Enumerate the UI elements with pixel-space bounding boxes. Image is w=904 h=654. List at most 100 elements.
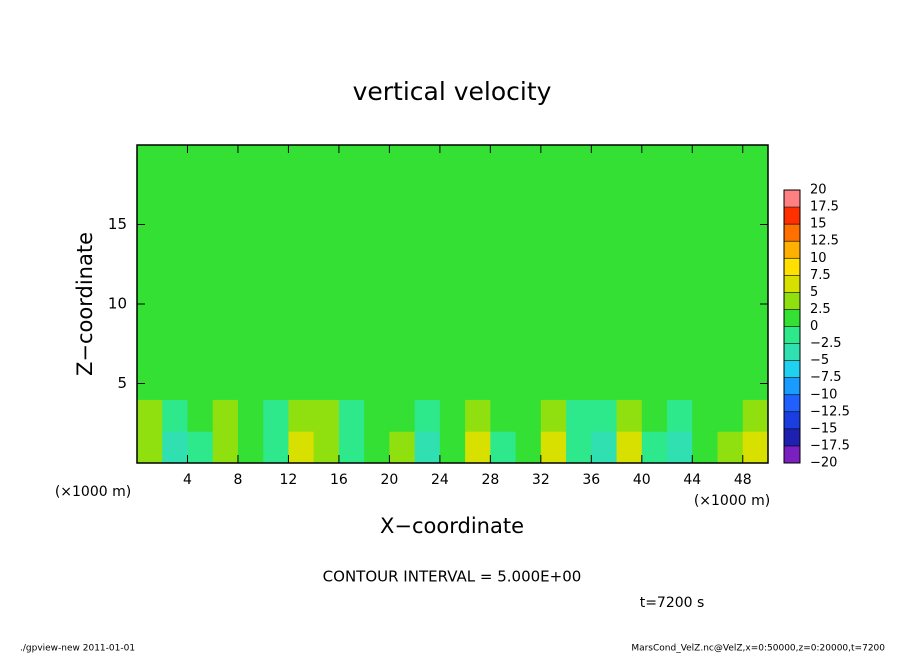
heatmap-cell <box>717 145 744 400</box>
footer-right: MarsCond_VelZ.nc@VelZ,x=0:50000,z=0:2000… <box>631 644 885 654</box>
x-axis-label: X−coordinate <box>380 514 524 538</box>
heatmap-cell <box>566 431 592 464</box>
heatmap-cell <box>439 399 466 432</box>
heatmap-cell <box>389 431 416 464</box>
heatmap-cell <box>237 431 264 464</box>
heatmap-cell <box>641 431 668 464</box>
colorbar-label: −2.5 <box>810 336 842 351</box>
colorbar-swatch <box>784 411 800 430</box>
x-tick-label: 20 <box>380 472 398 488</box>
colorbar-swatch <box>784 190 800 208</box>
heatmap-cell <box>540 431 567 464</box>
heatmap-cell <box>515 145 542 400</box>
heatmap-cell <box>137 145 163 400</box>
x-tick-label: 44 <box>683 472 701 488</box>
y-tick-label: 5 <box>117 374 127 392</box>
heatmap-cell <box>490 431 517 464</box>
heatmap-cell <box>288 431 315 464</box>
x-tick-label: 48 <box>734 472 752 488</box>
colorbar-swatch <box>784 360 800 378</box>
heatmap-cell <box>540 145 567 400</box>
colorbar-label: −20 <box>810 456 837 471</box>
heatmap-cell <box>263 399 289 432</box>
colorbar-label: 5 <box>810 285 818 300</box>
colorbar-label: 17.5 <box>810 200 839 215</box>
heatmap-cell <box>364 431 390 464</box>
colorbar-swatch <box>784 445 800 464</box>
footer-left: ./gpview-new 2011-01-01 <box>20 644 135 654</box>
heatmap-cell <box>566 145 592 400</box>
colorbar-label: 12.5 <box>810 234 839 249</box>
colorbar-swatch <box>784 326 800 344</box>
heatmap-cell <box>692 399 719 432</box>
heatmap-cell <box>212 431 239 464</box>
heatmap-cell <box>137 431 163 464</box>
colorbar-label: −5 <box>810 353 829 368</box>
colorbar-swatch <box>784 343 800 361</box>
heatmap-cell <box>641 145 668 400</box>
heatmap-cell <box>591 399 618 432</box>
heatmap-cell <box>616 399 643 432</box>
heatmap-cell <box>591 145 618 400</box>
contour-interval: CONTOUR INTERVAL = 5.000E+00 <box>323 568 582 586</box>
heatmap-cell <box>465 431 491 464</box>
colorbar-swatch <box>784 275 800 293</box>
x-tick-label: 24 <box>431 472 449 488</box>
colorbar-label: 7.5 <box>810 268 831 283</box>
heatmap-cell <box>313 431 340 464</box>
heatmap-cell <box>162 145 188 400</box>
colorbar-label: 20 <box>810 183 827 198</box>
heatmap-cell <box>313 145 340 400</box>
colorbar-swatch <box>784 394 800 413</box>
colorbar-swatch <box>784 241 800 259</box>
x-tick-label: 28 <box>481 472 499 488</box>
colorbar-label: −17.5 <box>810 438 850 453</box>
colorbar-label: 0 <box>810 319 818 334</box>
heatmap-cell <box>338 399 365 432</box>
time-label: t=7200 s <box>640 595 705 611</box>
heatmap-cell <box>338 145 365 400</box>
heatmap-cell <box>162 399 188 432</box>
colorbar-swatch <box>784 309 800 327</box>
heatmap-cell <box>717 399 744 432</box>
x-tick-label: 4 <box>183 472 192 488</box>
heatmap-cell <box>515 431 542 464</box>
heatmap-cell <box>187 431 214 464</box>
heatmap-cell <box>641 399 668 432</box>
heatmap-cell <box>439 145 466 400</box>
heatmap-cell <box>313 399 340 432</box>
heatmap-cell <box>540 399 567 432</box>
y-unit-label: (×1000 m) <box>55 484 131 500</box>
heatmap-cell <box>465 145 491 400</box>
heatmap-cell <box>364 399 390 432</box>
heatmap-cell <box>288 145 315 400</box>
heatmap-cell <box>364 145 390 400</box>
heatmap-cell <box>717 431 744 464</box>
heatmap-cell <box>237 145 264 400</box>
heatmap-cell <box>263 145 289 400</box>
heatmap-cell <box>414 431 441 464</box>
heatmap-cell <box>591 431 618 464</box>
heatmap-cell <box>490 145 517 400</box>
x-tick-label: 8 <box>233 472 242 488</box>
y-tick-label: 15 <box>108 215 127 233</box>
heatmap-cell <box>263 431 289 464</box>
heatmap-cell <box>439 431 466 464</box>
y-tick-label: 10 <box>108 295 127 313</box>
heatmap-cell <box>212 145 239 400</box>
heatmap-cell <box>667 399 693 432</box>
x-tick-label: 40 <box>633 472 651 488</box>
heatmap-cell <box>566 399 592 432</box>
colorbar-swatch <box>784 292 800 310</box>
heatmap-cell <box>616 145 643 400</box>
colorbar-label: 10 <box>810 251 827 266</box>
heatmap-cell <box>237 399 264 432</box>
x-tick-label: 12 <box>280 472 298 488</box>
heatmap-cell <box>667 431 693 464</box>
heatmap-cell <box>288 399 315 432</box>
colorbar-swatch <box>784 207 800 225</box>
heatmap-cell <box>162 431 188 464</box>
heatmap-cell <box>692 431 719 464</box>
colorbar-swatch <box>784 428 800 447</box>
heatmap-cell <box>692 145 719 400</box>
